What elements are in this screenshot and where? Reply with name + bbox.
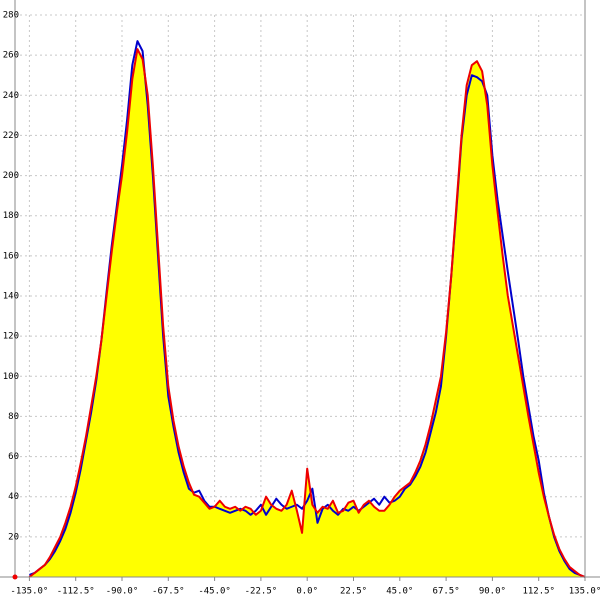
y-tick-label: 260 xyxy=(3,51,19,61)
y-tick-label: 180 xyxy=(3,211,19,221)
x-tick-label: 0.0° xyxy=(296,587,318,597)
line xyxy=(28,48,586,578)
x-tick-label: 67.5° xyxy=(433,587,460,597)
x-tick-label: -90.0° xyxy=(106,587,139,597)
area xyxy=(29,49,585,577)
x-tick-label: 45.0° xyxy=(386,587,413,597)
y-tick-label: 80 xyxy=(8,412,19,422)
x-tick-label: -22.5° xyxy=(245,587,278,597)
x-tick-label: 135.0° xyxy=(569,587,600,597)
x-tick-label: 90.0° xyxy=(479,587,506,597)
y-tick-label: 120 xyxy=(3,332,19,342)
y-tick-label: 240 xyxy=(3,91,19,101)
y-tick-label: 100 xyxy=(3,372,19,382)
x-tick-label: -135.0° xyxy=(10,587,48,597)
x-tick-label: 112.5° xyxy=(522,587,555,597)
y-tick-label: 60 xyxy=(8,452,19,462)
x-tick-label: -45.0° xyxy=(198,587,231,597)
y-tick-label: 40 xyxy=(8,492,19,502)
y-tick-label: 220 xyxy=(3,131,19,141)
x-tick-label: 22.5° xyxy=(340,587,367,597)
y-tick-label: 160 xyxy=(3,251,19,261)
y-tick-label: 280 xyxy=(3,11,19,21)
y-tick-label: 200 xyxy=(3,171,19,181)
x-tick-label: -67.5° xyxy=(152,587,185,597)
origin-dot xyxy=(12,574,18,580)
y-tick-label: 20 xyxy=(8,532,19,542)
y-tick-label: 140 xyxy=(3,292,19,302)
x-tick-label: -112.5° xyxy=(57,587,95,597)
